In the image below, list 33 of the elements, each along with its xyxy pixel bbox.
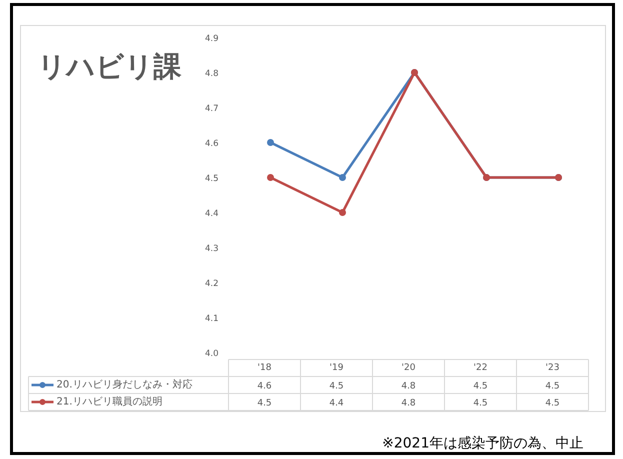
x-tick-label: '23: [546, 363, 560, 373]
data-label: 4.8: [401, 382, 416, 392]
legend-label: 20.リハビリ身だしなみ・対応: [56, 378, 192, 390]
y-tick-label: 4.3: [204, 244, 219, 254]
x-tick-label: '19: [330, 363, 344, 373]
x-tick-label: '22: [474, 363, 488, 373]
y-tick-label: 4.1: [204, 314, 219, 324]
data-label: 4.4: [329, 398, 344, 408]
y-tick-label: 4.6: [204, 139, 219, 149]
y-tick-label: 4.0: [204, 349, 219, 359]
data-label: 4.5: [473, 382, 488, 392]
legend-label: 21.リハビリ職員の説明: [56, 396, 162, 408]
point: [339, 174, 346, 181]
x-tick-label: '18: [258, 363, 272, 373]
y-tick-label: 4.8: [204, 69, 219, 79]
y-tick-label: 4.9: [204, 34, 219, 44]
y-tick-label: 4.5: [204, 174, 219, 184]
data-label: 4.5: [329, 382, 344, 392]
y-tick-label: 4.7: [204, 104, 219, 114]
chart-title: リハビリ課: [38, 50, 182, 83]
data-label: 4.5: [257, 398, 272, 408]
data-label: 4.5: [545, 382, 560, 392]
data-label: 4.6: [257, 382, 272, 392]
point: [339, 209, 346, 216]
point: [267, 174, 274, 181]
point: [267, 139, 274, 146]
y-tick-label: 4.2: [204, 279, 219, 289]
x-tick-label: '20: [402, 363, 416, 373]
data-label: 4.5: [545, 398, 560, 408]
data-label: 4.8: [401, 398, 416, 408]
y-tick-label: 4.4: [204, 209, 219, 219]
data-label: 4.5: [473, 398, 488, 408]
text: ※2021年は感染予防の為、中止: [382, 436, 584, 452]
